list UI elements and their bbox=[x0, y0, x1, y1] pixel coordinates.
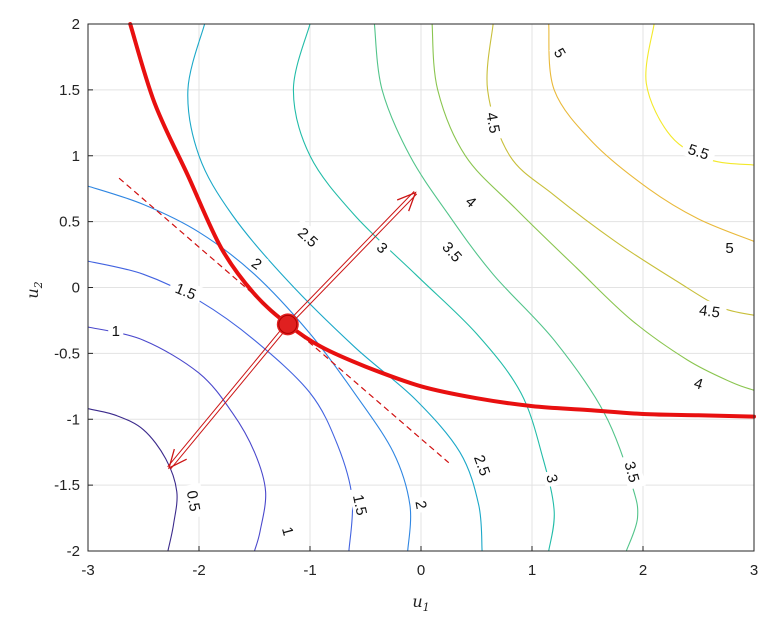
contour-label-bg bbox=[245, 251, 269, 275]
contour-label-bg bbox=[680, 137, 718, 165]
contour-label-bg bbox=[460, 189, 484, 213]
contour-label: 4.5 bbox=[698, 302, 721, 322]
contour-line-0.5 bbox=[87, 408, 178, 552]
contour-label-bg bbox=[167, 275, 205, 306]
contour-label: 4.5 bbox=[482, 111, 502, 134]
tangent-line bbox=[118, 177, 450, 464]
tick-labels: -3 -2 -1 0 1 2 3-2-1.5-1-0.500.511.52 bbox=[54, 16, 758, 579]
y-tick-label: -0.5 bbox=[54, 345, 80, 362]
contour-label: 2.5 bbox=[470, 453, 493, 478]
x-tick-label: 2 bbox=[639, 562, 647, 579]
contour-label: 1.5 bbox=[173, 280, 199, 304]
y-tick-label: 0.5 bbox=[59, 214, 80, 231]
contour-label: 5 bbox=[725, 240, 733, 257]
y-tick-label: 2 bbox=[72, 16, 80, 33]
contour-label: 5.5 bbox=[686, 141, 711, 164]
contour-label: 2 bbox=[411, 499, 429, 510]
contour-line-4 bbox=[431, 23, 755, 391]
contour-line-4.5 bbox=[486, 23, 755, 316]
contour-label-bg bbox=[182, 482, 207, 519]
constraint-curve bbox=[128, 22, 756, 419]
tangent-point bbox=[276, 313, 299, 336]
y-tick-label: 0 bbox=[72, 280, 80, 297]
contour-line-1.5 bbox=[87, 260, 354, 552]
y-axis-label: u2 bbox=[23, 281, 45, 298]
x-tick-label: -2 bbox=[192, 562, 205, 579]
contour-label-bg bbox=[290, 218, 327, 255]
y-tick-label: -2 bbox=[67, 543, 80, 560]
arrow-head bbox=[168, 448, 187, 470]
arrow-shaft bbox=[286, 191, 415, 324]
arrow-shaft bbox=[170, 325, 290, 470]
contour-line-2.5 bbox=[187, 23, 483, 552]
contour-line-1 bbox=[87, 326, 267, 552]
contour-label-bg bbox=[482, 104, 506, 141]
contour-line-5.5 bbox=[645, 23, 755, 166]
contour-label-bg bbox=[692, 299, 728, 322]
contour-line-5 bbox=[548, 23, 755, 242]
contour-label-bg bbox=[411, 495, 433, 514]
arrow-head bbox=[396, 191, 417, 212]
y-tick-label: -1 bbox=[67, 411, 80, 428]
contour-label-bg bbox=[108, 320, 124, 339]
contour-label: 3 bbox=[542, 473, 560, 485]
contour-label-bg bbox=[549, 41, 573, 64]
contour-label-bg bbox=[619, 453, 646, 490]
contour-label-bg bbox=[371, 235, 395, 259]
tangent-point-ring bbox=[278, 314, 298, 334]
y-tick-label: 1.5 bbox=[59, 82, 80, 99]
y-tick-label: -1.5 bbox=[54, 477, 80, 494]
contour-label-bg bbox=[348, 486, 374, 523]
contour-line-2 bbox=[87, 185, 412, 552]
contour-label: 0.5 bbox=[183, 489, 203, 512]
constraint-overlay bbox=[118, 22, 756, 470]
contour-line-3.5 bbox=[373, 23, 639, 552]
contour-label-bg bbox=[688, 371, 709, 394]
arrow-shaft bbox=[288, 193, 418, 326]
contour-label: 1 bbox=[112, 323, 120, 340]
x-tick-label: -3 bbox=[81, 562, 94, 579]
x-tick-label: 1 bbox=[528, 562, 536, 579]
contour-label-bg bbox=[278, 521, 300, 541]
contour-label: 3.5 bbox=[621, 460, 643, 485]
arrow-shaft bbox=[167, 322, 287, 468]
x-axis-label: u1 bbox=[412, 592, 429, 614]
contour-label-bg bbox=[542, 469, 564, 488]
x-tick-label: 3 bbox=[750, 562, 758, 579]
contour-label: 1.5 bbox=[349, 493, 370, 517]
gradient-arrow bbox=[286, 191, 418, 326]
y-tick-label: 1 bbox=[72, 148, 80, 165]
x-tick-label: 0 bbox=[417, 562, 425, 579]
contour-label-bg bbox=[722, 237, 738, 256]
gradient-arrow bbox=[167, 322, 290, 470]
contour-label-bg bbox=[468, 446, 498, 484]
x-tick-label: -1 bbox=[303, 562, 316, 579]
contour-label-bg bbox=[435, 232, 471, 270]
